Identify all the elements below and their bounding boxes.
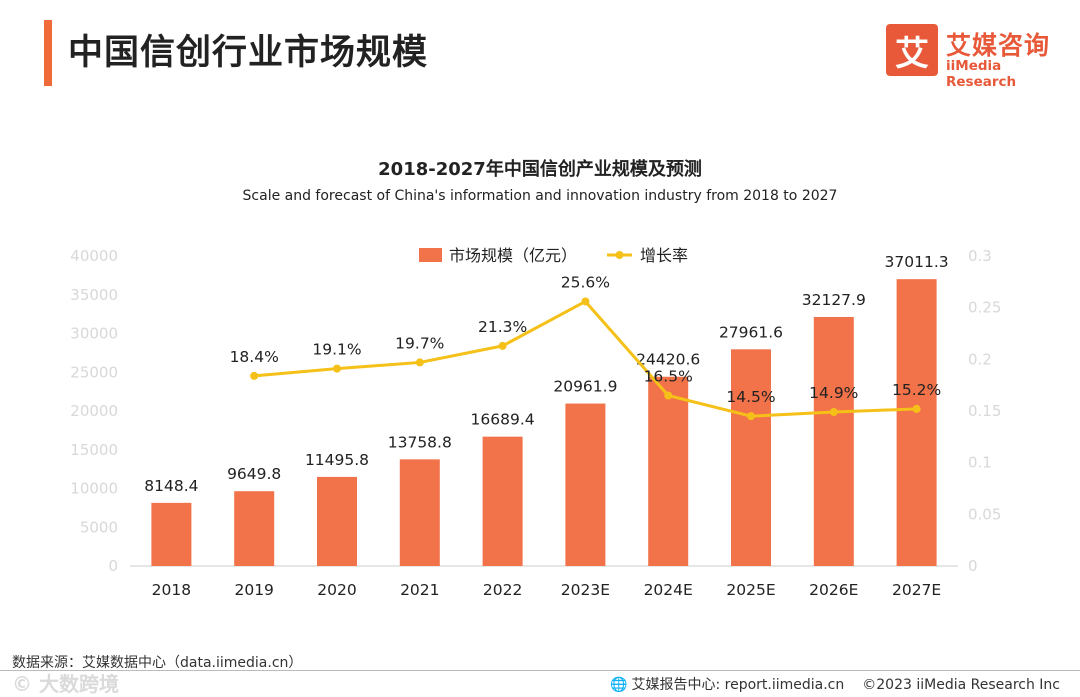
footer-info: 🌐 艾媒报告中心: report.iimedia.cn ©2023 iiMedia …: [592, 674, 1060, 694]
x-tick-label: 2025E: [726, 581, 775, 599]
chart-subtitle: Scale and forecast of China's informatio…: [242, 188, 838, 204]
growth-rate-point: [829, 408, 838, 417]
y-left-tick-label: 20000: [70, 402, 118, 420]
y-left-tick-label: 40000: [70, 247, 118, 265]
legend-bar-label: 市场规模（亿元）: [449, 246, 577, 265]
y-right-tick-label: 0.1: [968, 454, 992, 472]
x-tick-label: 2019: [234, 581, 273, 599]
brand-logo: 艾 艾媒咨询 iiMedia Research: [886, 24, 1061, 90]
growth-rate-point: [747, 412, 755, 421]
bar-value-label: 37011.3: [885, 253, 949, 271]
growth-rate-point: [912, 404, 921, 413]
legend-line-marker: [615, 251, 624, 259]
growth-rate-label: 14.9%: [809, 384, 858, 402]
copyright: ©2023 iiMedia Research Inc: [862, 677, 1060, 693]
bar: [482, 436, 523, 566]
x-tick-label: 2026E: [809, 581, 858, 599]
bar-value-label: 27961.6: [719, 323, 783, 341]
bar-value-label: 13758.8: [388, 433, 452, 451]
growth-rate-label: 14.5%: [726, 388, 775, 406]
bar-value-label: 8148.4: [144, 477, 198, 495]
bar: [151, 502, 192, 566]
x-tick-label: 2020: [317, 581, 356, 599]
y-left-tick-label: 15000: [70, 441, 118, 459]
growth-rate-point: [415, 358, 424, 367]
x-tick-label: 2022: [483, 581, 522, 599]
y-right-tick-label: 0.3: [968, 247, 992, 265]
y-left-tick-label: 10000: [70, 480, 118, 498]
globe-icon: 🌐: [610, 677, 628, 693]
growth-rate-label: 19.7%: [395, 334, 444, 352]
growth-rate-point: [581, 297, 590, 306]
page-title: 中国信创行业市场规模: [68, 33, 429, 73]
bar-value-label: 24420.6: [636, 351, 700, 369]
y-left-tick-label: 35000: [70, 286, 118, 304]
growth-rate-point: [250, 371, 259, 380]
bar: [234, 491, 275, 566]
legend-line-label: 增长率: [640, 246, 688, 265]
x-tick-label: 2023E: [561, 581, 610, 599]
y-right-tick-label: 0.25: [968, 299, 1001, 317]
bar-value-label: 32127.9: [802, 291, 866, 309]
bar-value-label: 20961.9: [553, 378, 617, 396]
bar: [813, 317, 854, 566]
bar: [565, 403, 606, 566]
report-center: 艾媒报告中心: report.iimedia.cn: [631, 677, 845, 693]
y-right-tick-label: 0.2: [968, 350, 992, 368]
y-left-tick-label: 5000: [80, 518, 118, 536]
x-tick-label: 2018: [152, 581, 191, 599]
bar-value-label: 11495.8: [305, 451, 369, 469]
bar: [399, 459, 440, 566]
data-source: 数据来源：艾媒数据中心（data.iimedia.cn）: [12, 655, 303, 671]
x-tick-label: 2024E: [644, 581, 693, 599]
title-accent-bar: [44, 20, 52, 86]
bar: [896, 279, 937, 566]
growth-rate-label: 19.1%: [312, 341, 361, 359]
bar-value-label: 16689.4: [471, 411, 535, 429]
y-right-tick-label: 0.05: [968, 505, 1001, 523]
chart-title: 2018-2027年中国信创产业规模及预测: [378, 159, 702, 180]
growth-rate-label: 18.4%: [230, 348, 279, 366]
growth-rate-point: [498, 341, 507, 350]
growth-rate-label: 15.2%: [892, 381, 941, 399]
bar-value-label: 9649.8: [227, 465, 281, 483]
y-left-tick-label: 25000: [70, 363, 118, 381]
bar: [317, 476, 357, 566]
footer-divider: [0, 670, 1080, 671]
logo-name-en: iiMedia Research: [946, 58, 1017, 90]
bar: [731, 349, 771, 566]
y-right-tick-label: 0: [968, 557, 978, 575]
growth-rate-point: [664, 391, 673, 400]
y-left-tick-label: 0: [108, 557, 118, 575]
bar: [648, 376, 689, 566]
growth-rate-point: [333, 364, 341, 373]
logo-name-cn: 艾媒咨询: [946, 31, 1051, 60]
logo-mark-icon: 艾: [886, 24, 938, 76]
x-tick-label: 2027E: [892, 581, 941, 599]
watermark: © 大数跨境: [12, 672, 119, 696]
legend-bar-swatch: [419, 248, 442, 262]
x-tick-label: 2021: [400, 581, 439, 599]
growth-rate-label: 25.6%: [561, 273, 610, 291]
growth-rate-label: 21.3%: [478, 318, 527, 336]
growth-rate-label: 16.5%: [644, 368, 693, 386]
y-left-tick-label: 30000: [70, 325, 118, 343]
y-right-tick-label: 0.15: [968, 402, 1001, 420]
